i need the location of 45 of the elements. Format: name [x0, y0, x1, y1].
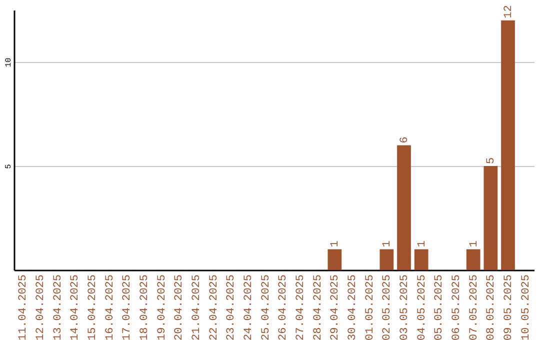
x-tick-label: 10.05.2025	[520, 274, 532, 340]
x-tick-label: 22.04.2025	[208, 274, 220, 340]
x-tick-label: 13.04.2025	[52, 274, 64, 340]
x-tick-label: 12.04.2025	[35, 274, 47, 340]
x-tick-label: 27.04.2025	[295, 274, 307, 340]
x-tick-label: 19.04.2025	[156, 274, 168, 340]
x-tick-label: 25.04.2025	[260, 274, 272, 340]
x-tick-label: 18.04.2025	[139, 274, 151, 340]
bar	[397, 145, 411, 270]
x-tick-label: 06.05.2025	[451, 274, 463, 340]
x-tick-label: 08.05.2025	[486, 274, 498, 340]
bar	[484, 166, 498, 270]
x-tick-label: 24.04.2025	[243, 274, 255, 340]
data-label: 1	[330, 240, 342, 248]
bar	[414, 249, 428, 270]
x-tick-label: 02.05.2025	[382, 274, 394, 340]
data-label: 5	[486, 157, 498, 164]
x-tick-label: 14.04.2025	[70, 274, 82, 340]
x-tick-label: 05.05.2025	[434, 274, 446, 340]
bar	[328, 249, 342, 270]
data-label: 12	[503, 5, 515, 18]
x-tick-label: 09.05.2025	[503, 274, 515, 340]
x-tick-label: 23.04.2025	[226, 274, 238, 340]
y-tick-label: 10	[4, 58, 14, 68]
x-tick-label: 21.04.2025	[191, 274, 203, 340]
data-label: 1	[416, 240, 428, 248]
x-tick-label: 17.04.2025	[122, 274, 134, 340]
x-tick-label: 29.04.2025	[330, 274, 342, 340]
bar	[501, 20, 515, 270]
x-tick-label: 20.04.2025	[174, 274, 186, 340]
x-tick-label: 07.05.2025	[468, 274, 480, 340]
x-tick-label: 28.04.2025	[312, 274, 324, 340]
bar	[466, 249, 480, 270]
data-label: 1	[382, 240, 394, 248]
data-label: 6	[399, 136, 411, 144]
x-tick-label: 15.04.2025	[87, 274, 99, 340]
x-tick-label: 03.05.2025	[399, 274, 411, 340]
data-label: 1	[468, 240, 480, 248]
x-tick-label: 04.05.2025	[416, 274, 428, 340]
x-tick-label: 16.04.2025	[104, 274, 116, 340]
x-tick-label: 11.04.2025	[18, 274, 30, 340]
x-tick-label: 30.04.2025	[347, 274, 359, 340]
x-tick-label: 26.04.2025	[278, 274, 290, 340]
x-tick-label: 01.05.2025	[364, 274, 376, 340]
bar	[380, 249, 394, 270]
